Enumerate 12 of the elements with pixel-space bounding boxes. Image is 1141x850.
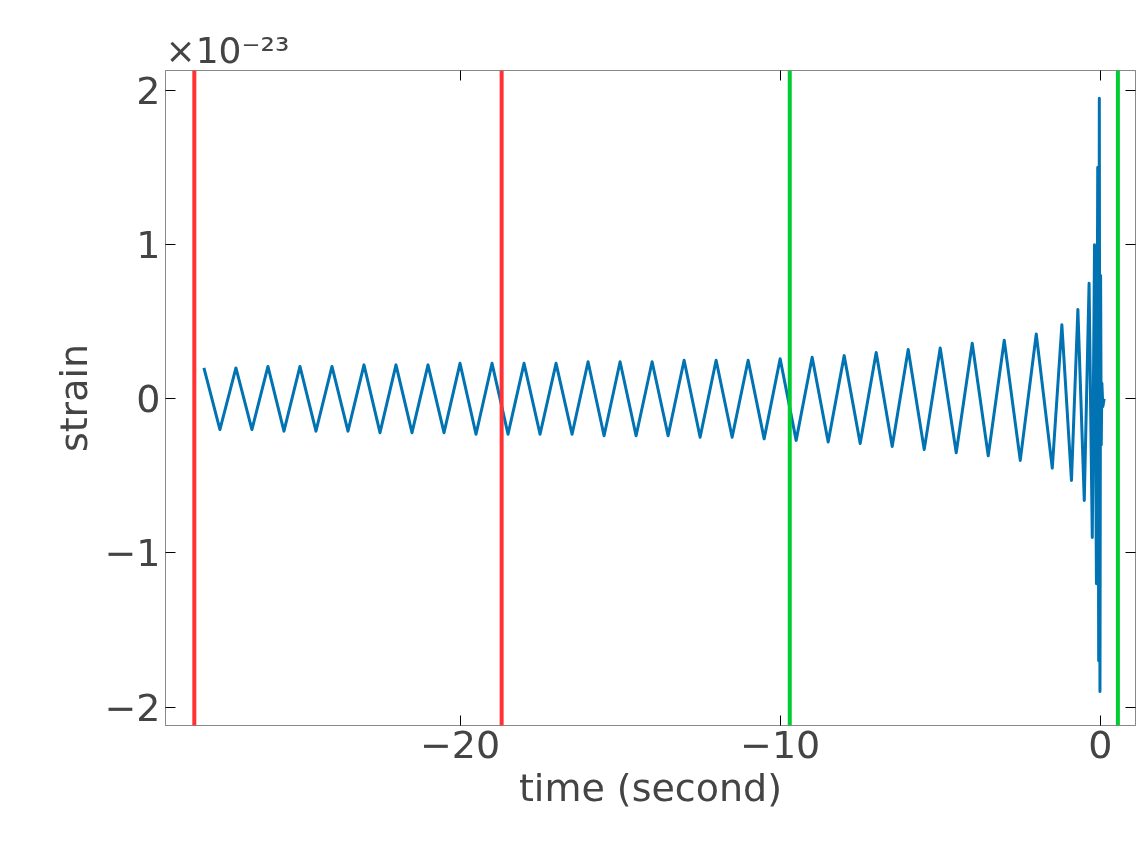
y-tick-label: −2 xyxy=(104,685,161,730)
y-tick-label: −1 xyxy=(104,531,161,576)
annotation: ×10⁻²³ xyxy=(165,29,290,71)
x-tick-label: −20 xyxy=(419,722,501,767)
y-axis-title: strain xyxy=(52,343,97,453)
line-series xyxy=(202,96,1106,694)
x-axis-title: time (second) xyxy=(518,765,783,810)
y-tick-label: 0 xyxy=(136,377,161,422)
y-tick-label: 2 xyxy=(136,69,161,114)
y-tick-label: 1 xyxy=(136,223,161,268)
x-tick-label: 0 xyxy=(1088,722,1113,767)
x-tick-label: −10 xyxy=(740,722,821,767)
